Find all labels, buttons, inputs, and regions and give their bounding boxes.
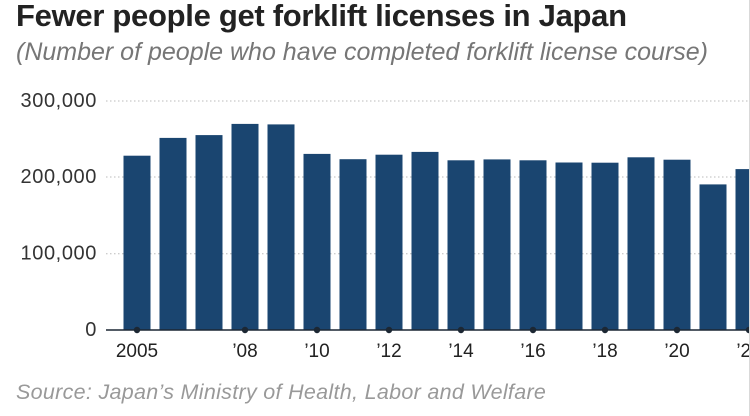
svg-text:100,000: 100,000 (21, 243, 98, 265)
svg-text:0: 0 (85, 319, 97, 341)
svg-text:’10: ’10 (304, 341, 329, 362)
svg-text:300,000: 300,000 (21, 90, 98, 112)
svg-text:’22: ’22 (736, 341, 750, 362)
svg-text:2005: 2005 (116, 341, 158, 362)
svg-text:’12: ’12 (376, 341, 401, 362)
svg-text:’18: ’18 (592, 341, 617, 362)
svg-text:’16: ’16 (520, 341, 545, 362)
svg-text:’08: ’08 (232, 341, 257, 362)
svg-text:’20: ’20 (664, 341, 689, 362)
svg-text:200,000: 200,000 (21, 166, 98, 188)
svg-text:’14: ’14 (448, 341, 474, 362)
